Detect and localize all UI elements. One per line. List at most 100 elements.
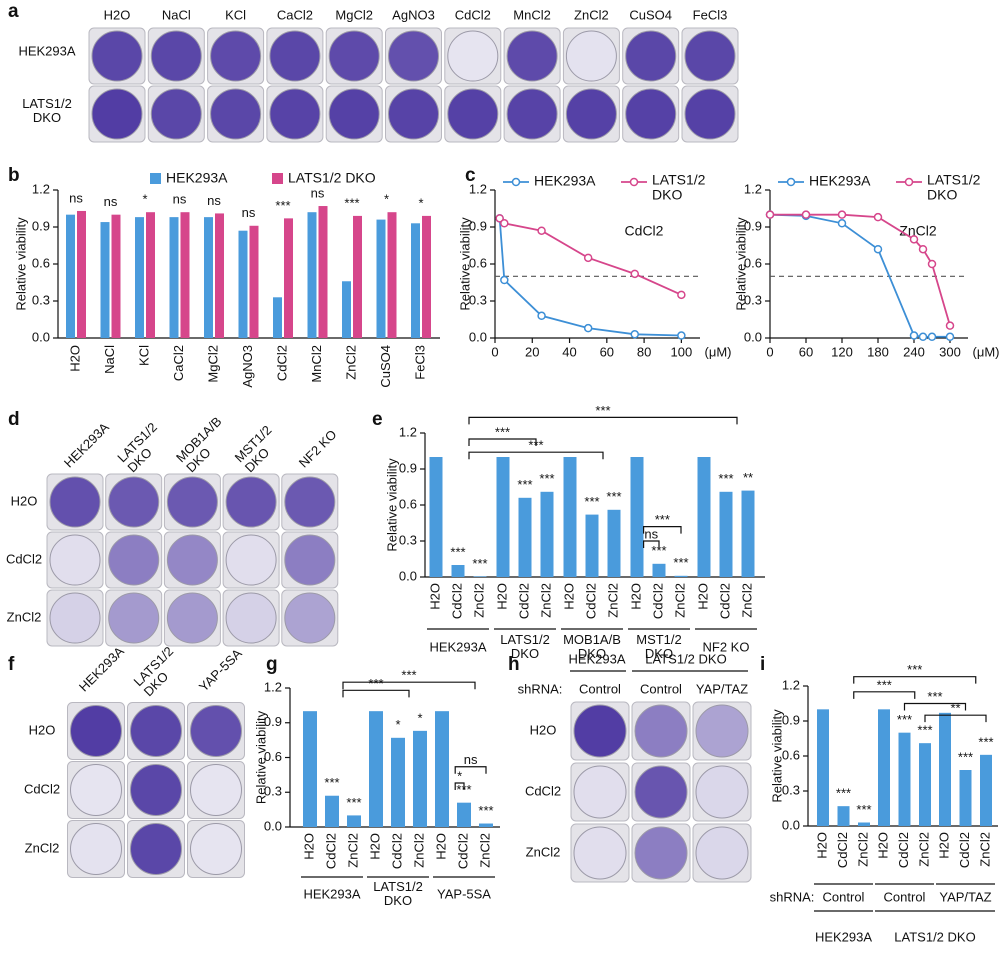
significance: * <box>142 192 147 207</box>
point <box>837 219 847 228</box>
text-line: MST1/2 <box>636 632 682 647</box>
well <box>130 764 182 816</box>
comparison-bracket <box>454 782 465 790</box>
group-label: NF2 KO <box>703 639 750 654</box>
text-line: LATS1/2 <box>652 171 706 187</box>
bar <box>652 563 666 577</box>
column-label: YAP-5SA <box>196 646 245 695</box>
bar <box>607 509 621 577</box>
well <box>573 704 627 758</box>
well <box>573 765 627 819</box>
well <box>506 30 558 82</box>
bar <box>347 815 361 827</box>
x-tick-label: H2O <box>494 583 509 610</box>
column-label: MnCl2 <box>513 7 551 22</box>
significance: *** <box>450 544 465 559</box>
column-label: MOB1A/BDKO <box>173 414 235 476</box>
x-tick-label: CdCl2 <box>389 833 404 869</box>
x-tick-label: 80 <box>637 344 651 359</box>
y-tick-label: 0.3 <box>469 292 487 307</box>
comparison-bracket <box>924 714 987 723</box>
legend-label: LATS1/2 DKO <box>652 171 706 202</box>
y-axis-label: Relative viability <box>769 709 784 803</box>
x-tick-label: MnCl2 <box>309 345 324 383</box>
y-tick-label: 0.3 <box>744 292 762 307</box>
bar <box>563 457 577 577</box>
well <box>70 823 122 875</box>
bar <box>249 225 259 338</box>
well <box>506 88 558 140</box>
y-tick-label: 0.9 <box>32 218 50 233</box>
bar <box>741 490 755 577</box>
group-label: YAP/TAZ <box>939 889 991 904</box>
cell-line-label: LATS1/2 DKO <box>645 651 726 666</box>
bar <box>353 215 362 338</box>
point <box>583 323 593 333</box>
point <box>630 330 640 339</box>
significance: *** <box>539 471 554 486</box>
bar <box>303 711 317 827</box>
bar <box>858 822 870 826</box>
bar <box>307 212 317 338</box>
point <box>873 244 883 254</box>
x-tick-label: H2O <box>936 832 951 859</box>
point <box>918 244 928 254</box>
x-tick-label: CdCl2 <box>516 583 531 619</box>
comparison-label: *** <box>401 668 416 683</box>
point <box>537 311 546 321</box>
well <box>684 30 736 82</box>
y-axis-label: Relative viability <box>733 217 748 311</box>
well <box>284 534 336 586</box>
bar <box>479 823 493 827</box>
point <box>500 219 509 228</box>
bar <box>697 457 711 577</box>
y-tick-label: 0.0 <box>744 329 762 344</box>
y-tick-label: 0.6 <box>782 747 800 762</box>
bar <box>111 214 121 338</box>
bar <box>878 709 890 826</box>
text-line: LATS1/2 <box>373 879 423 894</box>
y-tick-label: 1.2 <box>32 181 50 196</box>
x-tick-label: H2O <box>433 833 448 860</box>
panel-label: c <box>465 165 476 186</box>
bar <box>66 214 75 338</box>
comparison-bracket <box>853 676 977 684</box>
comparison-label: *** <box>877 677 892 692</box>
x-tick-label: CdCl2 <box>896 832 911 868</box>
bar <box>238 230 248 338</box>
bar <box>429 457 443 577</box>
comparison-bracket <box>454 766 487 774</box>
well <box>49 476 101 528</box>
x-tick-label: ZnCl2 <box>916 832 931 867</box>
well <box>166 534 218 586</box>
significance: *** <box>856 802 871 817</box>
bar <box>284 218 293 338</box>
text-line: DKO <box>927 186 957 202</box>
significance: *** <box>584 494 599 509</box>
point <box>927 259 937 269</box>
significance: ns <box>207 193 221 208</box>
x-tick-label: ZnCl2 <box>739 583 754 618</box>
text-line: DKO <box>645 647 673 662</box>
well <box>210 30 262 82</box>
group-label: MOB1A/B DKO <box>563 632 621 661</box>
well <box>447 88 499 140</box>
column-label: ZnCl2 <box>574 7 609 22</box>
y-tick-label: 0.9 <box>264 714 282 729</box>
x-tick-label: ZnCl2 <box>477 833 492 868</box>
well <box>70 764 122 816</box>
text-line: DKO <box>511 647 539 662</box>
y-tick-label: 0.6 <box>399 496 417 511</box>
significance: *** <box>978 734 993 749</box>
y-tick-label: 0.6 <box>264 749 282 764</box>
well <box>565 30 617 82</box>
x-tick-label: 180 <box>867 344 889 359</box>
comparison-bracket <box>853 691 916 699</box>
panel-label: h <box>508 654 520 675</box>
point <box>765 210 775 219</box>
annotation: CdCl2 <box>625 223 664 239</box>
bar <box>215 213 224 338</box>
y-tick-label: 0.3 <box>782 782 800 797</box>
comparison-bracket <box>342 689 410 698</box>
bar <box>817 709 829 826</box>
